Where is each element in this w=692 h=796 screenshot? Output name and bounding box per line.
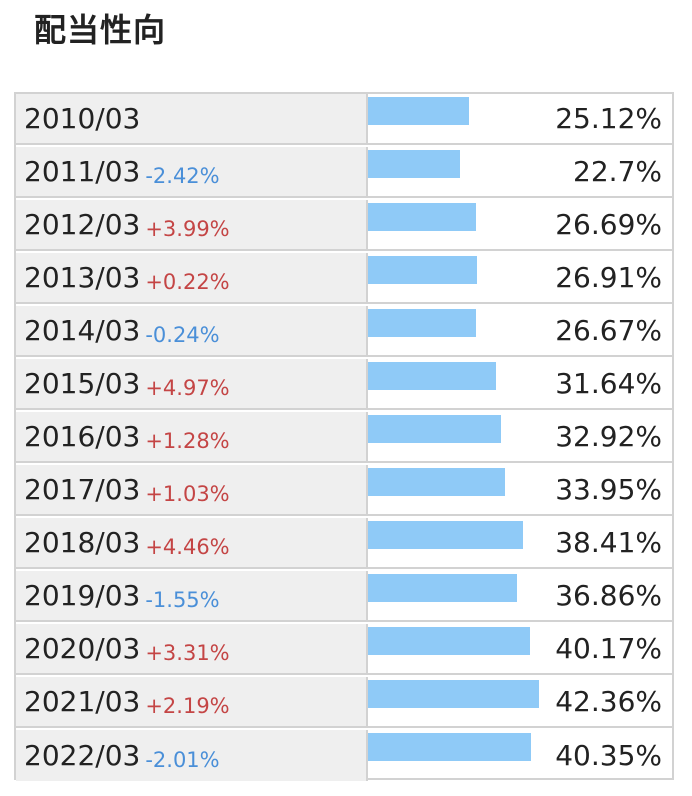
bar-cell: 22.7% [368,147,672,196]
payout-bar [368,468,505,496]
bar-cell: 40.35% [368,730,672,781]
period-cell: 2020/03 +3.31% [16,624,368,673]
change-percent: +4.46% [145,534,230,559]
payout-value: 25.12% [555,102,662,135]
change-percent: +3.31% [145,640,230,665]
payout-bar [368,521,523,549]
change-percent: -0.24% [145,322,220,347]
period-label: 2022/03 [24,739,141,772]
change-percent: +0.22% [145,269,230,294]
payout-value: 36.86% [555,579,662,612]
period-label: 2021/03 [24,685,141,718]
period-cell: 2016/03 +1.28% [16,412,368,461]
table-row: 2021/03 +2.19% 42.36% [16,677,672,728]
payout-ratio-table: 2010/03 25.12% 2011/03 -2.42% 22.7% 2012/03 +3… [14,92,674,781]
change-percent: +1.03% [145,481,230,506]
payout-bar [368,203,476,231]
bar-cell: 26.91% [368,253,672,302]
page-title: 配当性向 [34,11,167,49]
table-row: 2018/03 +4.46% 38.41% [16,518,672,569]
bar-cell: 33.95% [368,465,672,514]
period-label: 2012/03 [24,208,141,241]
payout-bar [368,309,476,337]
change-percent: +2.19% [145,693,230,718]
payout-value: 26.69% [555,208,662,241]
period-cell: 2018/03 +4.46% [16,518,368,567]
table-row: 2017/03 +1.03% 33.95% [16,465,672,516]
table-row: 2022/03 -2.01% 40.35% [16,730,672,781]
change-percent: -1.55% [145,587,220,612]
table-row: 2020/03 +3.31% 40.17% [16,624,672,675]
payout-bar [368,733,531,761]
payout-bar [368,362,496,390]
change-percent: +3.99% [145,216,230,241]
period-cell: 2010/03 [16,94,368,143]
payout-bar [368,97,469,125]
payout-bar [368,256,477,284]
payout-value: 26.91% [555,261,662,294]
payout-value: 31.64% [555,367,662,400]
payout-bar [368,574,517,602]
payout-value: 33.95% [555,473,662,506]
period-cell: 2011/03 -2.42% [16,147,368,196]
bar-cell: 38.41% [368,518,672,567]
bar-cell: 25.12% [368,94,672,143]
period-cell: 2022/03 -2.01% [16,730,368,781]
period-label: 2019/03 [24,579,141,612]
period-cell: 2019/03 -1.55% [16,571,368,620]
bar-cell: 31.64% [368,359,672,408]
payout-value: 32.92% [555,420,662,453]
period-cell: 2014/03 -0.24% [16,306,368,355]
table-row: 2013/03 +0.22% 26.91% [16,253,672,304]
change-percent: -2.42% [145,163,220,188]
period-label: 2018/03 [24,526,141,559]
table-row: 2015/03 +4.97% 31.64% [16,359,672,410]
payout-value: 42.36% [555,685,662,718]
payout-value: 40.17% [555,632,662,665]
period-label: 2020/03 [24,632,141,665]
period-label: 2010/03 [24,102,141,135]
period-label: 2016/03 [24,420,141,453]
bar-cell: 26.67% [368,306,672,355]
change-percent: -2.01% [145,747,220,772]
table-row: 2019/03 -1.55% 36.86% [16,571,672,622]
bar-cell: 32.92% [368,412,672,461]
payout-value: 40.35% [555,739,662,772]
payout-bar [368,415,501,443]
bar-cell: 40.17% [368,624,672,673]
period-cell: 2012/03 +3.99% [16,200,368,249]
period-label: 2014/03 [24,314,141,347]
change-percent: +4.97% [145,375,230,400]
period-cell: 2021/03 +2.19% [16,677,368,726]
bar-cell: 36.86% [368,571,672,620]
period-label: 2017/03 [24,473,141,506]
payout-bar [368,150,460,178]
payout-value: 38.41% [555,526,662,559]
period-label: 2015/03 [24,367,141,400]
table-row: 2014/03 -0.24% 26.67% [16,306,672,357]
bar-cell: 26.69% [368,200,672,249]
payout-bar [368,627,530,655]
bar-cell: 42.36% [368,677,672,726]
payout-bar [368,680,539,708]
period-cell: 2017/03 +1.03% [16,465,368,514]
period-label: 2011/03 [24,155,141,188]
payout-value: 26.67% [555,314,662,347]
payout-value: 22.7% [573,155,662,188]
period-cell: 2013/03 +0.22% [16,253,368,302]
change-percent: +1.28% [145,428,230,453]
period-label: 2013/03 [24,261,141,294]
table-row: 2016/03 +1.28% 32.92% [16,412,672,463]
table-row: 2012/03 +3.99% 26.69% [16,200,672,251]
period-cell: 2015/03 +4.97% [16,359,368,408]
table-row: 2011/03 -2.42% 22.7% [16,147,672,198]
table-row: 2010/03 25.12% [16,94,672,145]
